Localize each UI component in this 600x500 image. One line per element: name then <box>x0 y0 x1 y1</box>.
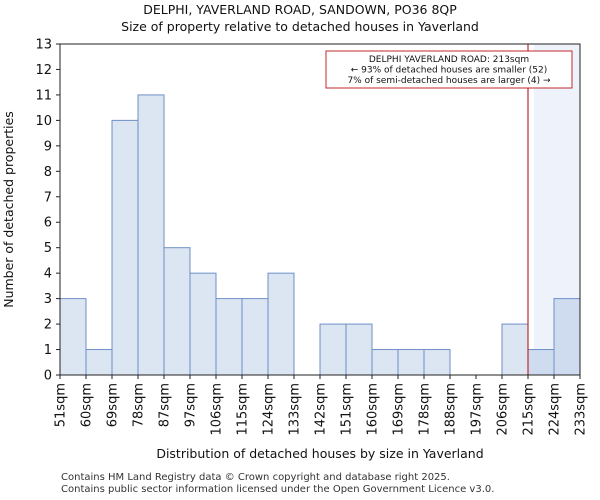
x-tick-label: 151sqm <box>340 383 355 436</box>
x-tick-label: 51sqm <box>54 383 69 427</box>
bar-124sqm <box>267 272 295 376</box>
y-tick-label: 5 <box>44 241 52 256</box>
bar-60sqm <box>85 349 113 376</box>
x-tick-label: 188sqm <box>444 383 459 436</box>
y-tick-label: 4 <box>44 267 52 282</box>
annotation-line1: DELPHI YAVERLAND ROAD: 213sqm <box>369 55 529 65</box>
y-tick-label: 8 <box>44 165 52 180</box>
x-tick-label: 69sqm <box>106 383 121 427</box>
x-tick-label: 60sqm <box>80 383 95 427</box>
y-tick-label: 12 <box>35 63 52 78</box>
x-tick-label: 224sqm <box>548 383 563 436</box>
bar-178sqm <box>423 349 451 376</box>
x-tick-label: 115sqm <box>236 383 251 436</box>
bar-106sqm <box>215 298 243 376</box>
bar-87sqm <box>163 247 191 376</box>
bar-215sqm <box>527 349 555 376</box>
footer-licence: Contains public sector information licen… <box>61 484 495 495</box>
y-tick-label: 2 <box>44 318 52 333</box>
x-tick-label: 160sqm <box>366 383 381 436</box>
chart-subtitle: Size of property relative to detached ho… <box>121 19 479 34</box>
x-tick-label: 169sqm <box>392 383 407 436</box>
x-tick-label: 78sqm <box>132 383 147 427</box>
x-tick-label: 197sqm <box>470 383 485 436</box>
y-tick-label: 13 <box>35 38 52 53</box>
y-tick-label: 1 <box>44 343 52 358</box>
bar-206sqm <box>501 323 529 376</box>
x-tick-label: 97sqm <box>184 383 199 427</box>
bar-142sqm <box>319 323 347 376</box>
x-axis-title: Distribution of detached houses by size … <box>156 446 483 461</box>
x-tick-label: 206sqm <box>496 383 511 436</box>
y-axis-title: Number of detached properties <box>1 111 16 308</box>
bar-115sqm <box>241 298 269 376</box>
bar-78sqm <box>137 94 165 376</box>
bar-51sqm <box>59 298 87 376</box>
y-tick-label: 10 <box>35 114 52 129</box>
y-tick-label: 9 <box>44 139 52 154</box>
y-tick-label: 3 <box>44 292 52 307</box>
bar-69sqm <box>111 119 139 376</box>
annotation-line2: ← 93% of detached houses are smaller (52… <box>351 66 548 76</box>
x-tick-label: 215sqm <box>522 383 537 436</box>
bar-160sqm <box>371 349 399 376</box>
x-tick-label: 133sqm <box>288 383 303 436</box>
footer-copyright: Contains HM Land Registry data © Crown c… <box>61 472 450 483</box>
bar-169sqm <box>397 349 425 376</box>
y-tick-label: 7 <box>44 190 52 205</box>
x-tick-label: 233sqm <box>574 383 589 436</box>
y-tick-label: 6 <box>44 216 52 231</box>
bar-151sqm <box>345 323 373 376</box>
x-tick-label: 106sqm <box>210 383 225 436</box>
bar-97sqm <box>189 272 217 376</box>
chart-title: DELPHI, YAVERLAND ROAD, SANDOWN, PO36 8Q… <box>143 2 457 17</box>
y-tick-label: 11 <box>35 88 52 103</box>
x-tick-label: 178sqm <box>418 383 433 436</box>
annotation-line3: 7% of semi-detached houses are larger (4… <box>347 76 551 86</box>
x-tick-label: 142sqm <box>314 383 329 436</box>
x-tick-label: 87sqm <box>158 383 173 427</box>
annotation-box <box>325 50 573 89</box>
bar-224sqm <box>553 298 581 376</box>
y-tick-label: 0 <box>44 369 52 384</box>
x-tick-label: 124sqm <box>262 383 277 436</box>
